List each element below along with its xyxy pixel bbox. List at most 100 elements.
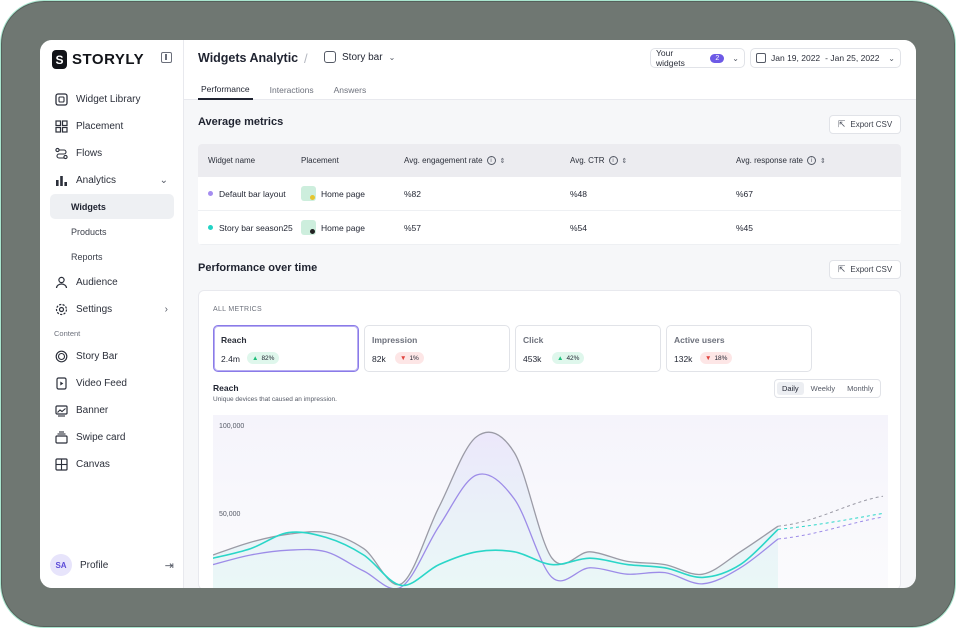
column-label: Widget name xyxy=(208,156,256,165)
performance-card: ALL METRICS Reach 2.4m ▲ 82% Impression 8… xyxy=(198,290,901,588)
sidebar-item-placement[interactable]: Placement xyxy=(50,113,174,140)
sidebar-item-analytics[interactable]: Analytics ⌄ xyxy=(50,167,174,194)
table-row[interactable]: Default bar layout Home page %82 %48 %67 xyxy=(198,177,901,211)
your-widgets-dropdown[interactable]: Your widgets 2 ⌄ xyxy=(650,48,745,68)
reach-chart-svg xyxy=(212,415,888,588)
change-badge: ▼ 18% xyxy=(700,352,733,364)
series-projection xyxy=(777,495,884,527)
sidebar-item-label: Settings xyxy=(76,304,113,315)
tab-performance[interactable]: Performance xyxy=(198,80,253,100)
collapse-sidebar-icon[interactable] xyxy=(161,52,172,63)
sidebar-item-story-bar[interactable]: Story Bar xyxy=(50,343,174,370)
sort-icon[interactable]: ⇕ xyxy=(499,157,506,165)
metric-card-impression[interactable]: Impression 82k ▼ 1% xyxy=(364,325,510,372)
widget-selector[interactable]: Story bar ⌄ xyxy=(324,51,395,63)
profile-menu[interactable]: SA Profile ⇥ xyxy=(50,552,174,578)
brand-logo[interactable]: S STORYLY xyxy=(52,50,144,69)
arrow-up-icon: ▲ xyxy=(557,354,564,362)
metric-card-active-users[interactable]: Active users 132k ▼ 18% xyxy=(666,325,812,372)
column-header-engagement[interactable]: Avg. engagement rate i ⇕ xyxy=(404,156,570,165)
sidebar: S STORYLY Widget Library Placement xyxy=(40,40,184,588)
tab-interactions[interactable]: Interactions xyxy=(269,85,314,95)
sidebar-item-video-feed[interactable]: Video Feed xyxy=(50,370,174,397)
change-value: 42% xyxy=(566,354,580,362)
date-range-picker[interactable]: Jan 19, 2022 - Jan 25, 2022 ⌄ xyxy=(750,48,901,68)
column-header-placement[interactable]: Placement xyxy=(301,156,404,165)
widget-selector-label: Story bar xyxy=(342,51,383,63)
profile-name: Profile xyxy=(80,559,109,571)
change-badge: ▲ 42% xyxy=(552,352,585,364)
sidebar-item-banner[interactable]: Banner xyxy=(50,397,174,424)
average-metrics-table: Widget name Placement Avg. engagement ra… xyxy=(198,144,901,245)
sidebar-item-label: Analytics xyxy=(76,175,117,186)
sidebar-item-label: Flows xyxy=(76,148,103,159)
info-icon[interactable]: i xyxy=(807,156,817,165)
metric-label: Click xyxy=(523,335,544,345)
period-monthly[interactable]: Monthly xyxy=(847,384,874,393)
series-line-grey xyxy=(212,431,779,586)
settings-icon xyxy=(55,303,68,316)
series-projection xyxy=(777,516,884,540)
placement-icon xyxy=(55,120,68,133)
widget-name: Story bar season25 xyxy=(219,222,293,233)
main-content: Widgets Analytic / Story bar ⌄ Your widg… xyxy=(184,40,916,588)
metric-card-reach[interactable]: Reach 2.4m ▲ 82% xyxy=(213,325,359,372)
engagement-value: %57 xyxy=(404,222,422,233)
reach-chart: 100,000 50,000 xyxy=(212,415,888,588)
export-csv-label: Export CSV xyxy=(850,265,893,274)
sidebar-item-flows[interactable]: Flows xyxy=(50,140,174,167)
column-label: Avg. engagement rate xyxy=(404,156,483,165)
column-header-ctr[interactable]: Avg. CTR i ⇕ xyxy=(570,156,736,165)
sidebar-item-swipe-card[interactable]: Swipe card xyxy=(50,424,174,451)
chevron-down-icon[interactable]: ⌄ xyxy=(159,175,168,186)
avatar: SA xyxy=(50,554,72,576)
export-csv-button[interactable]: ⇱ Export CSV xyxy=(829,115,901,134)
export-csv-button[interactable]: ⇱ Export CSV xyxy=(829,260,901,279)
arrow-down-icon: ▼ xyxy=(400,354,407,362)
sidebar-item-widget-library[interactable]: Widget Library xyxy=(50,86,174,113)
table-header: Widget name Placement Avg. engagement ra… xyxy=(198,144,901,177)
placement-thumbnail xyxy=(301,186,316,201)
table-row[interactable]: Story bar season25 Home page %57 %54 %45 xyxy=(198,211,901,245)
sidebar-subitem-widgets[interactable]: Widgets xyxy=(50,194,174,219)
video-feed-icon xyxy=(55,377,68,390)
chart-title: Reach xyxy=(213,383,239,393)
tab-answers[interactable]: Answers xyxy=(333,85,367,95)
y-tick-label: 100,000 xyxy=(219,423,245,430)
period-toggle: Daily Weekly Monthly xyxy=(774,379,882,398)
change-value: 18% xyxy=(714,354,728,362)
sidebar-subitem-reports[interactable]: Reports xyxy=(71,251,103,262)
sidebar-item-canvas[interactable]: Canvas xyxy=(50,451,174,478)
chart-marks xyxy=(212,431,884,588)
flows-icon xyxy=(55,147,68,160)
audience-icon xyxy=(55,276,68,289)
widget-count-badge: 2 xyxy=(710,53,725,63)
response-value: %67 xyxy=(736,188,754,199)
info-icon[interactable]: i xyxy=(608,156,618,165)
your-widgets-label: Your widgets xyxy=(656,48,685,68)
canvas-icon xyxy=(55,458,68,471)
sidebar-item-label: Story Bar xyxy=(76,351,118,362)
metric-label: Active users xyxy=(674,335,725,345)
swipe-card-icon xyxy=(55,431,68,444)
page-title: Widgets Analytic xyxy=(198,51,299,65)
column-header-widget-name[interactable]: Widget name xyxy=(198,156,301,165)
response-value: %45 xyxy=(736,222,754,233)
arrow-up-icon: ▲ xyxy=(252,354,259,362)
sidebar-item-label: Banner xyxy=(76,405,109,416)
placement-thumbnail xyxy=(301,220,316,235)
info-icon[interactable]: i xyxy=(486,156,496,165)
sort-icon[interactable]: ⇕ xyxy=(621,157,628,165)
period-weekly[interactable]: Weekly xyxy=(810,384,836,393)
sidebar-item-audience[interactable]: Audience xyxy=(50,269,174,296)
column-header-response[interactable]: Avg. response rate i ⇕ xyxy=(736,156,901,165)
logout-icon[interactable]: ⇥ xyxy=(164,559,174,572)
sidebar-item-settings[interactable]: Settings › xyxy=(50,296,174,323)
series-line-purple xyxy=(212,473,779,588)
sidebar-item-label: Video Feed xyxy=(76,378,127,389)
sort-icon[interactable]: ⇕ xyxy=(820,157,826,165)
period-daily[interactable]: Daily xyxy=(777,382,804,395)
metric-card-click[interactable]: Click 453k ▲ 42% xyxy=(515,325,661,372)
chevron-right-icon[interactable]: › xyxy=(164,304,168,315)
sidebar-subitem-products[interactable]: Products xyxy=(71,226,107,237)
